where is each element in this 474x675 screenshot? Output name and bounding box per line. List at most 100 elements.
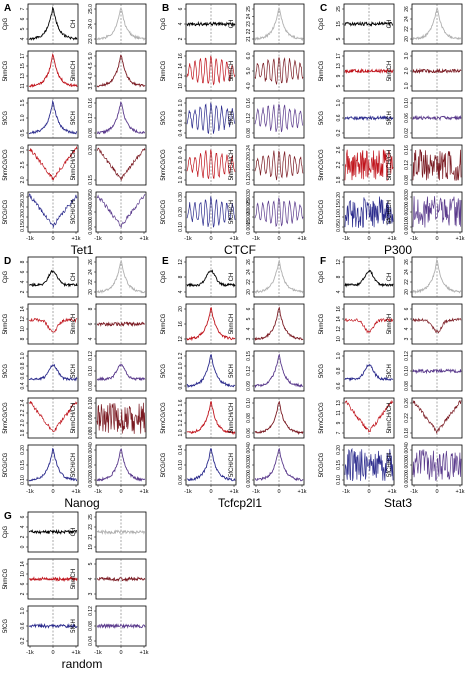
panel-c-r3-right-series-line bbox=[412, 149, 462, 181]
panel-c-r0-right-series-line bbox=[412, 7, 462, 41]
panel-e-r0-left-ytick-label: 12 bbox=[178, 259, 184, 265]
panel-f-r1-left-ytick-label: 10 bbox=[336, 336, 342, 342]
panel-b-r4-right-ytick-label: 0.0025 bbox=[246, 199, 252, 215]
panel-b-r3-right-ytick-label: 0.24 bbox=[246, 145, 252, 155]
panel-c-r2-left-ytick-label: 0.2 bbox=[336, 129, 342, 136]
panel-g-r2-left-series-line bbox=[28, 623, 78, 629]
panel-f-r2-right-ylabel: 5fCH bbox=[387, 364, 393, 378]
panel-c-r2-left-ytick-label: 0.6 bbox=[336, 114, 342, 121]
panel-a-r1-right-ytick-label: 4.5 bbox=[88, 62, 94, 69]
panel-c-r4-left-ytick-label: 0.05 bbox=[336, 222, 342, 232]
panel-f-r4-left-series-line bbox=[344, 447, 394, 482]
panel-c-r0-right-ytick-label: 24 bbox=[404, 16, 410, 22]
panel-c-r2-right-ytick-label: 0.10 bbox=[404, 98, 410, 108]
panel-g: G CpG 6 4 2 0 CH 25 23 21 19 5hmCG 14 10 6 2 5hmCH 5 4 3 5fC… bbox=[3, 511, 149, 671]
panel-d-r2-right-frame bbox=[95, 350, 147, 392]
panel-f-r2-right-plot: 5fCH 0.12 0.10 0.08 bbox=[387, 350, 463, 392]
panel-f-r3-right-series-line bbox=[412, 399, 462, 434]
panel-d-r3-left-plot: 5hmCG/CG 2.4 2.2 2.0 1.8 bbox=[3, 397, 79, 439]
panel-a-r1-left-ytick-label: 17 bbox=[20, 53, 26, 59]
panel-a-r2-right-ytick-label: 0.08 bbox=[88, 128, 94, 138]
panel-a-r4-right-xtick-label: 0 bbox=[119, 236, 122, 242]
panel-a-r4-left-plot: 5fCG/CG 0.300.250.200.15-1k 0 +1k bbox=[3, 191, 81, 242]
panel-b-r2-left-ytick-label: 0.6 bbox=[178, 119, 184, 126]
panel-c-r4-right-xtick-label: -1k bbox=[410, 236, 418, 242]
panel-e-r2-left-ylabel: 5fCG bbox=[161, 364, 167, 378]
panel-c-r0-right-ylabel: CH bbox=[387, 20, 393, 29]
panel-d-r4-left-plot: 5fCG/CG 0.20 0.15 0.10-1k 0 +1k bbox=[3, 444, 81, 495]
panel-b-r2-right-ylabel: 5fCH bbox=[229, 111, 235, 125]
panel-f: F CpG 12 8 4 CH 26 24 22 20 5hmCG 16 14 12 10 5hmCH 6 5 4 3… bbox=[319, 256, 465, 510]
panel-letter: C bbox=[320, 3, 327, 14]
panel-d-r3-right-plot: 5hmCH/CH 0.100 0.090 0.080 bbox=[71, 397, 147, 439]
panel-a-r1-right-series-line bbox=[96, 54, 146, 88]
panel-c-r2-right-ytick-label: 0.02 bbox=[404, 128, 410, 138]
panel-a-r4-left-ylabel: 5fCG/CG bbox=[3, 199, 9, 224]
panel-f-r4-right-series-line bbox=[412, 449, 462, 482]
panel-d-r2-left-ytick-label: 0.4 bbox=[20, 382, 26, 389]
panel-f-r1-right-frame bbox=[411, 303, 463, 345]
panel-e-r4-right-xtick-label: 0 bbox=[277, 489, 280, 495]
panel-b-r2-right-ytick-label: 0.16 bbox=[246, 98, 252, 108]
panel-b-r0-right-ytick-label: 22 bbox=[246, 29, 252, 35]
panel-f-r3-left-plot: 5hmCG/CG 13 11 9 7 bbox=[319, 397, 395, 439]
panel-g-r0-left-ytick-label: 2 bbox=[20, 535, 26, 538]
panel-a-r0-right-plot: CH 25.0 24.0 23.0 bbox=[71, 3, 147, 45]
panel-c-r4-right-ytick-label: 0.0030 bbox=[404, 189, 410, 205]
panel-d-r1-left-ytick-label: 14 bbox=[20, 306, 26, 312]
panel-f-r3-left-ytick-label: 13 bbox=[336, 400, 342, 406]
panel-a-r4-left-ytick-label: 0.20 bbox=[20, 212, 26, 222]
panel-g-r2-left-ytick-label: 0.2 bbox=[20, 637, 26, 644]
panel-g-r1-left-series-line bbox=[28, 576, 78, 583]
panel-b-r0-right-ylabel: CH bbox=[229, 20, 235, 29]
panel-f-r0-right-series-line bbox=[412, 258, 462, 295]
panel-d-r4-right-ytick-label: 0.0030 bbox=[88, 457, 94, 473]
panel-a-r4-left-xtick-label: +1k bbox=[71, 236, 80, 242]
panel-c-r2-left-ylabel: 5fCG bbox=[319, 111, 325, 125]
panel-b-r0-left-ytick-label: 2 bbox=[178, 37, 184, 40]
panel-a-r4-left-xtick-label: 0 bbox=[51, 236, 54, 242]
panel-c-r4-left-ytick-label: 0.20 bbox=[336, 192, 342, 202]
panel-a: A CpG 7 6 5 4 CH 25.0 24.0 23.0 5hmCG 17 15 13 11 5hmCH… bbox=[3, 3, 149, 257]
panel-b-r0-left-plot: CpG 6 4 2 bbox=[161, 3, 237, 45]
panel-g-r0-right-ytick-label: 23 bbox=[88, 524, 94, 530]
panel-d-r2-left-series-line bbox=[28, 363, 78, 382]
panel-d-r4-right-ylabel: 5fCH/CH bbox=[71, 453, 77, 477]
panel-d-r4-right-series-line bbox=[96, 448, 146, 482]
panel-d-r2-right-plot: 5fCH 0.12 0.10 0.08 bbox=[71, 350, 147, 392]
panel-g-r1-left-ytick-label: 6 bbox=[20, 582, 26, 585]
panel-e-r1-right-ytick-label: 4 bbox=[246, 327, 252, 330]
panel-d-r4-right-ytick-label: 0.0040 bbox=[88, 442, 94, 458]
panel-a-r1-right-ytick-label: 3.5 bbox=[88, 82, 94, 89]
panel-e-r0-right-frame bbox=[253, 256, 305, 298]
panel-b-r3-right-ytick-label: 0.12 bbox=[246, 175, 252, 185]
panel-e-r4-left-ytick-label: 0.06 bbox=[178, 475, 184, 485]
panel-f-r1-left-ytick-label: 12 bbox=[336, 326, 342, 332]
panel-a-r0-left-ytick-label: 7 bbox=[20, 7, 26, 10]
panel-d-r4-left-xtick-label: -1k bbox=[26, 489, 34, 495]
panel-e-r3-left-plot: 5hmCG/CG 1.6 1.4 1.2 1.0 bbox=[161, 397, 237, 439]
panel-a-r4-right-xtick-label: +1k bbox=[139, 236, 148, 242]
panel-e-r3-left-ytick-label: 1.0 bbox=[178, 429, 184, 436]
panel-e-r3-right-ylabel: 5hmCH/CH bbox=[229, 403, 235, 434]
panel-e-r2-right-ytick-label: 0.12 bbox=[246, 366, 252, 376]
panel-d-r2-left-ylabel: 5fCG bbox=[3, 364, 9, 378]
panel-e-r0-right-ylabel: CH bbox=[229, 273, 235, 282]
panel-e-r4-right-ytick-label: 0.0030 bbox=[246, 457, 252, 473]
panel-c-r4-right-xtick-label: 0 bbox=[435, 236, 438, 242]
panel-d-r4-right-ytick-label: 0.0020 bbox=[88, 472, 94, 488]
panel-f-r4-right-xtick-label: 0 bbox=[435, 489, 438, 495]
panel-c-r3-left-ytick-label: 2.6 bbox=[336, 146, 342, 153]
panel-a-r3-left-series-line bbox=[28, 145, 78, 181]
panel-g-r0-right-plot: CH 25 23 21 19 bbox=[71, 511, 147, 553]
panel-c-r4-left-series-line bbox=[344, 196, 394, 228]
panel-a-r2-left-ytick-label: 0.5 bbox=[20, 129, 26, 136]
panel-b-r4-left-ylabel: 5fCG/CG bbox=[161, 199, 167, 224]
panel-letter: B bbox=[162, 3, 169, 14]
panel-f-r3-left-ytick-label: 9 bbox=[336, 421, 342, 424]
panel-e-r4-left-xtick-label: -1k bbox=[184, 489, 192, 495]
panel-g-r1-right-ytick-label: 3 bbox=[88, 592, 94, 595]
panel-e-r3-left-ytick-label: 1.4 bbox=[178, 409, 184, 416]
panel-b-r3-left-plot: 5hmCG/CG 4.0 3.0 2.0 1.0 bbox=[161, 144, 237, 186]
